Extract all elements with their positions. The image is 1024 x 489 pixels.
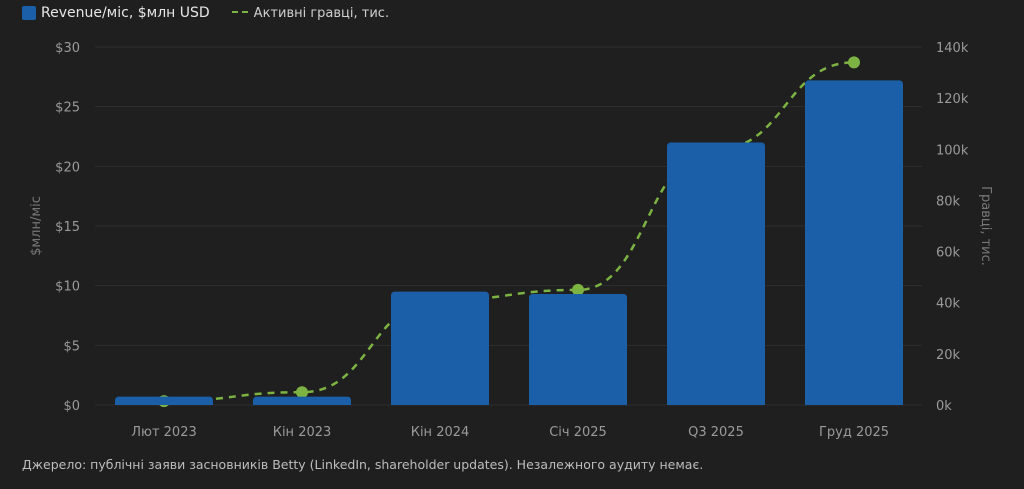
revenue-bar bbox=[115, 396, 213, 405]
revenue-bar bbox=[667, 142, 765, 405]
y-tick-label: $20 bbox=[55, 160, 80, 175]
revenue-bar bbox=[529, 294, 627, 405]
y2-axis-title: Гравці, тис. bbox=[978, 186, 993, 266]
y-tick-label: $10 bbox=[55, 280, 80, 295]
legend-label: Активні гравці, тис. bbox=[253, 5, 390, 21]
x-tick-label: Кін 2023 bbox=[273, 425, 332, 440]
y2-tick-label: 20k bbox=[936, 348, 961, 363]
players-point bbox=[572, 283, 584, 296]
legend: Revenue/міс, $млн USD Активні гравці, ти… bbox=[22, 5, 411, 21]
players-point bbox=[296, 386, 308, 399]
chart: $0 $5 $10 $15 $20 $25 $30 0k 20k 40k 60k 80k 100k 120… bbox=[29, 41, 993, 440]
x-tick-label: Q3 2025 bbox=[688, 425, 744, 440]
x-tick-label: Кін 2024 bbox=[411, 425, 470, 440]
revenue-bar bbox=[391, 291, 489, 405]
y-axis-title: $млн/міс bbox=[29, 196, 44, 256]
y-tick-label: $25 bbox=[55, 101, 80, 116]
y2-tick-label: 140k bbox=[936, 41, 969, 56]
y-tick-label: $30 bbox=[55, 41, 80, 56]
y2-tick-label: 100k bbox=[936, 143, 969, 158]
dashed-line-swatch-icon bbox=[231, 11, 248, 15]
y2-tick-label: 80k bbox=[936, 194, 961, 209]
y-tick-label: $0 bbox=[63, 399, 80, 414]
x-tick-label: Груд 2025 bbox=[819, 425, 889, 440]
y-tick-label: $5 bbox=[63, 339, 80, 354]
players-line bbox=[163, 61, 855, 403]
y2-tick-label: 40k bbox=[936, 297, 961, 312]
x-tick-label: Січ 2025 bbox=[549, 425, 607, 440]
legend-item-players[interactable]: Активні гравці, тис. bbox=[231, 5, 390, 21]
legend-item-revenue[interactable]: Revenue/міс, $млн USD bbox=[22, 5, 210, 21]
x-tick-label: Лют 2023 bbox=[131, 425, 197, 440]
source-note: Джерело: публічні заяви засновників Bett… bbox=[22, 457, 704, 472]
revenue-bar bbox=[805, 80, 903, 405]
y2-tick-label: 120k bbox=[936, 92, 969, 107]
y2-tick-label: 60k bbox=[936, 246, 961, 261]
bar-swatch-icon bbox=[22, 6, 36, 20]
y-tick-label: $15 bbox=[55, 220, 80, 235]
legend-label: Revenue/міс, $млн USD bbox=[41, 5, 210, 21]
revenue-bar bbox=[253, 396, 351, 405]
players-point bbox=[848, 56, 860, 69]
y2-tick-label: 0k bbox=[936, 399, 952, 414]
